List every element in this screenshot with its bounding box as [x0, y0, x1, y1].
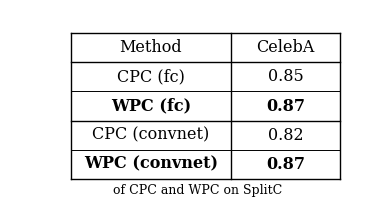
Text: Method: Method: [120, 39, 182, 56]
Text: 0.85: 0.85: [267, 68, 303, 85]
Text: WPC (fc): WPC (fc): [111, 97, 191, 115]
Text: 0.87: 0.87: [266, 97, 305, 115]
Text: WPC (convnet): WPC (convnet): [84, 156, 218, 173]
Text: CPC (fc): CPC (fc): [117, 68, 185, 85]
Text: 0.87: 0.87: [266, 156, 305, 173]
Text: 0.82: 0.82: [267, 127, 303, 144]
Text: of CPC and WPC on SplitC: of CPC and WPC on SplitC: [113, 184, 283, 197]
Text: CPC (convnet): CPC (convnet): [92, 127, 210, 144]
Text: CelebA: CelebA: [256, 39, 315, 56]
